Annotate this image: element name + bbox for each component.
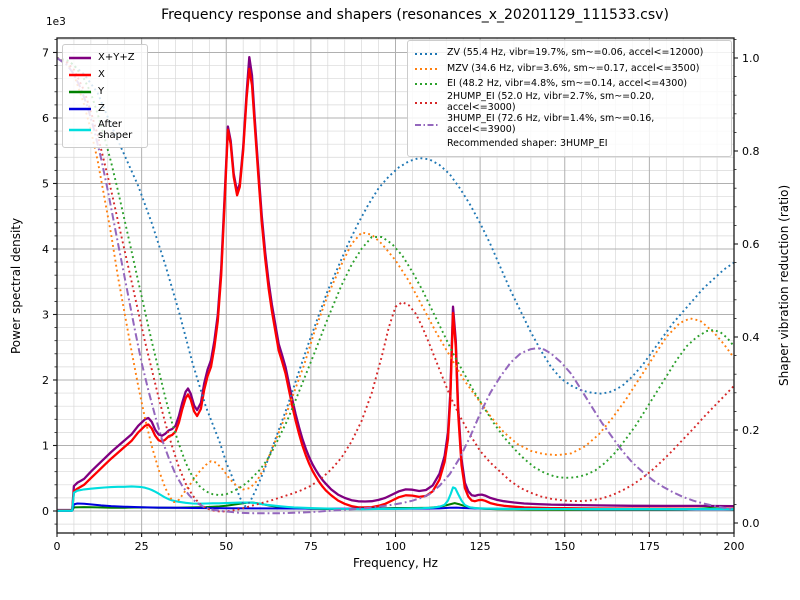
y-right-tick-label: 1.0	[742, 52, 760, 65]
series-3hump-ei	[56, 57, 735, 515]
x-tick-label: 175	[639, 540, 660, 553]
y-left-tick-label: 7	[42, 46, 49, 59]
legend-item: 2HUMP_EI (52.0 Hz, vibr=2.7%, sm~=0.20, …	[414, 91, 725, 114]
legend-item-label: Y	[98, 85, 105, 97]
x-axis-label: Frequency, Hz	[353, 556, 438, 570]
x-tick-label: 150	[554, 540, 575, 553]
legend-line-sample-zv	[415, 52, 440, 55]
legend-line-sample-3hump_ei	[415, 123, 440, 126]
chart-title: Frequency response and shapers (resonanc…	[161, 7, 669, 23]
legend-item-label: After shaper	[98, 118, 133, 142]
y-axis-offset-text: 1e3	[46, 16, 66, 28]
legend-line-sample-x+y+z	[69, 56, 91, 59]
legend-item-label: 2HUMP_EI (52.0 Hz, vibr=2.7%, sm~=0.20, …	[447, 91, 655, 114]
y-right-tick-label: 0.2	[742, 424, 760, 437]
x-tick-label: 100	[385, 540, 406, 553]
x-tick-label: 50	[219, 540, 233, 553]
series-after-shaper	[57, 485, 735, 512]
y-left-tick-label: 6	[42, 112, 49, 125]
legend-line-sample-2hump_ei	[415, 102, 440, 105]
y-left-tick-label: 4	[42, 243, 49, 256]
legend-item: Z	[68, 100, 142, 117]
y-right-tick-label: 0.0	[742, 517, 760, 530]
x-tick-label: 75	[304, 540, 318, 553]
series-2hump-ei	[56, 57, 735, 513]
legend-item-label: MZV (34.6 Hz, vibr=3.6%, sm~=0.17, accel…	[447, 62, 700, 74]
legend-item: X	[68, 66, 142, 83]
legend-item: MZV (34.6 Hz, vibr=3.6%, sm~=0.17, accel…	[414, 61, 725, 76]
y-axis-label-right: Shaper vibration reduction (ratio)	[777, 184, 791, 387]
y-left-tick-label: 5	[42, 177, 49, 190]
legend-line-sample-y	[69, 90, 91, 93]
x-tick-label: 125	[470, 540, 491, 553]
legend-item-label: X	[98, 68, 105, 80]
y-left-tick-label: 1	[42, 439, 49, 452]
legend-line-sample-x	[69, 73, 91, 76]
legend-item: Y	[68, 83, 142, 100]
legend-item: X+Y+Z	[68, 49, 142, 66]
x-tick-label: 0	[54, 540, 61, 553]
legend-shapers: ZV (55.4 Hz, vibr=19.7%, sm~=0.06, accel…	[407, 40, 732, 158]
legend-item-label: EI (48.2 Hz, vibr=4.8%, sm~=0.14, accel<…	[447, 78, 688, 90]
y-axis-label-left: Power spectral density	[9, 217, 23, 354]
legend-item-label: X+Y+Z	[98, 51, 135, 63]
legend-item-label: Z	[98, 102, 105, 114]
series-mzv	[56, 57, 735, 504]
y-right-tick-label: 0.4	[742, 331, 760, 344]
y-right-tick-label: 0.8	[742, 145, 760, 158]
y-left-tick-label: 2	[42, 374, 49, 387]
legend-item: 3HUMP_EI (72.6 Hz, vibr=1.4%, sm~=0.16, …	[414, 113, 725, 136]
y-left-tick-label: 0	[42, 505, 49, 518]
legend-line-sample-z	[69, 107, 91, 110]
legend-psd-series: X+Y+Z X Y Z After shaper	[62, 44, 148, 148]
x-tick-label: 200	[724, 540, 745, 553]
legend-item: EI (48.2 Hz, vibr=4.8%, sm~=0.14, accel<…	[414, 77, 725, 92]
series-zv	[56, 57, 735, 508]
legend-item-label: ZV (55.4 Hz, vibr=19.7%, sm~=0.06, accel…	[447, 47, 704, 59]
recommended-shaper-note: Recommended shaper: 3HUMP_EI	[447, 138, 608, 150]
legend-line-sample-ei	[415, 83, 440, 86]
legend-note-row: Recommended shaper: 3HUMP_EI	[414, 136, 725, 151]
legend-item: ZV (55.4 Hz, vibr=19.7%, sm~=0.06, accel…	[414, 46, 725, 61]
legend-line-sample-mzv	[415, 68, 440, 71]
legend-line-sample-after	[69, 128, 91, 132]
x-tick-label: 25	[135, 540, 149, 553]
legend-item-label: 3HUMP_EI (72.6 Hz, vibr=1.4%, sm~=0.16, …	[447, 113, 655, 135]
y-left-tick-label: 3	[42, 308, 49, 321]
series-x-y-z	[57, 55, 735, 512]
y-right-tick-label: 0.6	[742, 238, 760, 251]
legend-item: After shaper	[68, 117, 142, 143]
